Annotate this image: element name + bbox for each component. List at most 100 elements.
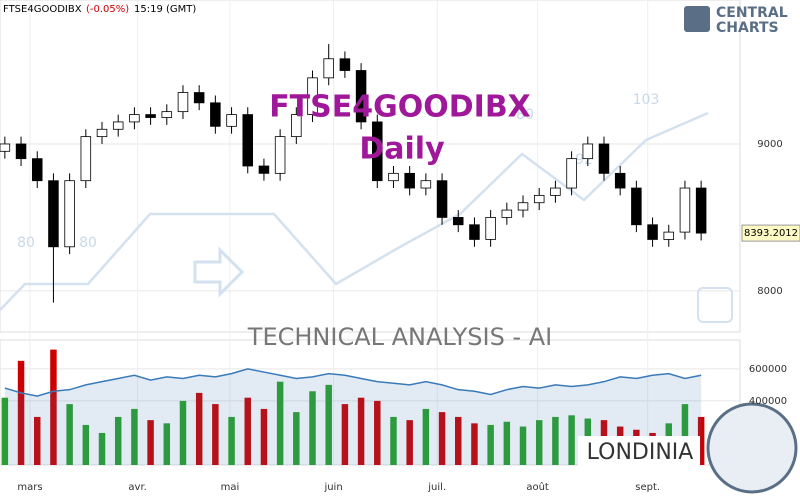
volume-bar xyxy=(17,360,25,465)
volume-line xyxy=(4,368,702,397)
chart-subtitle: Daily xyxy=(359,132,445,167)
x-tick-label: mars xyxy=(17,482,42,493)
candle-body xyxy=(210,102,221,127)
header-time: 15:19 (GMT) xyxy=(134,4,196,15)
y-tick-label: 9000 xyxy=(757,139,782,150)
brand-box xyxy=(578,436,700,468)
candle-body xyxy=(355,70,367,123)
candle-body xyxy=(679,187,691,233)
watermark-text: TECHNICAL ANALYSIS - AI xyxy=(247,323,552,351)
candle-body xyxy=(64,180,75,248)
candle-body xyxy=(339,58,351,71)
candle-body xyxy=(96,128,108,138)
candle-body xyxy=(31,158,43,182)
price-panel xyxy=(0,0,741,333)
candle-body xyxy=(485,217,496,240)
volume-bar xyxy=(357,397,365,465)
volume-bar xyxy=(438,412,446,465)
x-tick-label: juil. xyxy=(427,482,446,493)
y-tick-label: 8000 xyxy=(757,286,782,297)
volume-bar xyxy=(195,392,203,465)
candle-body xyxy=(48,180,59,248)
candle-body xyxy=(533,194,545,204)
volume-bar xyxy=(503,421,511,465)
x-tick-label: avr. xyxy=(128,482,146,493)
volume-bar xyxy=(1,397,9,465)
candle-body xyxy=(274,136,286,174)
volume-bar xyxy=(406,420,413,465)
volume-bar xyxy=(568,415,575,465)
volume-bar xyxy=(325,384,332,465)
watermark-number: 80 xyxy=(516,107,534,123)
volume-bar xyxy=(228,416,235,465)
volume-bar xyxy=(374,400,381,465)
volume-tick-label: 600000 xyxy=(749,364,787,375)
candle-body xyxy=(291,114,302,138)
volume-bar xyxy=(82,424,90,465)
candle-body xyxy=(193,92,205,104)
volume-bar xyxy=(147,420,154,465)
header-change: (-0.05%) xyxy=(86,4,129,15)
candle-body xyxy=(420,180,432,189)
candle-body xyxy=(15,143,27,160)
candle-body xyxy=(226,114,237,127)
candle-body xyxy=(242,114,254,167)
volume-bar xyxy=(681,404,689,465)
header-symbol: FTSE4GOODIBX xyxy=(3,4,82,15)
volume-bar xyxy=(422,408,430,465)
candle-body xyxy=(663,231,675,240)
volume-bar xyxy=(114,416,122,465)
last-price-box xyxy=(741,224,800,242)
brand-avatar xyxy=(706,402,798,494)
candle-body xyxy=(112,121,124,130)
volume-bar xyxy=(455,416,462,465)
candle-body xyxy=(517,202,529,211)
logo-icon xyxy=(684,6,710,32)
x-tick-label: sept. xyxy=(635,482,660,493)
candle-body xyxy=(145,114,156,118)
candle-body xyxy=(550,187,561,196)
x-tick-label: août xyxy=(526,481,549,493)
candle-body xyxy=(598,143,610,174)
volume-bar xyxy=(260,408,268,465)
x-tick-label: juin xyxy=(323,482,342,493)
candle-body xyxy=(323,58,334,79)
volume-bar xyxy=(244,397,251,465)
volume-bar xyxy=(535,420,543,465)
candle-body xyxy=(80,136,92,182)
volume-bar xyxy=(552,416,559,465)
volume-bar xyxy=(293,412,300,465)
volume-bar xyxy=(50,349,57,465)
volume-bar xyxy=(179,400,187,465)
volume-bar xyxy=(519,426,527,465)
watermark-number: 80 xyxy=(17,235,35,251)
volume-bar xyxy=(309,391,316,465)
volume-area xyxy=(4,368,702,465)
watermark-arrow xyxy=(193,246,245,298)
candle-body xyxy=(631,187,642,226)
candle-body xyxy=(452,217,464,226)
logo-text: CENTRAL xyxy=(716,5,788,21)
volume-bar xyxy=(390,416,397,465)
x-tick-label: mai xyxy=(221,482,240,493)
candle-body xyxy=(388,172,399,182)
candle-body xyxy=(258,165,270,174)
watermark-icon xyxy=(697,287,733,323)
candle-body xyxy=(436,180,448,218)
volume-bar xyxy=(276,381,284,465)
candle-body xyxy=(404,172,415,189)
candle-body xyxy=(647,224,658,240)
candle-body xyxy=(372,121,383,182)
volume-bar xyxy=(471,423,478,465)
candle-body xyxy=(501,209,513,218)
chart-title: FTSE4GOODIBX xyxy=(269,90,531,125)
candle-body xyxy=(614,172,626,189)
watermark-number: 103 xyxy=(633,92,660,108)
volume-bar xyxy=(98,432,106,465)
candle-body xyxy=(469,224,480,240)
volume-bar xyxy=(163,423,171,465)
candle-body xyxy=(129,114,140,123)
candle-body xyxy=(177,92,189,113)
volume-bar xyxy=(34,416,41,465)
